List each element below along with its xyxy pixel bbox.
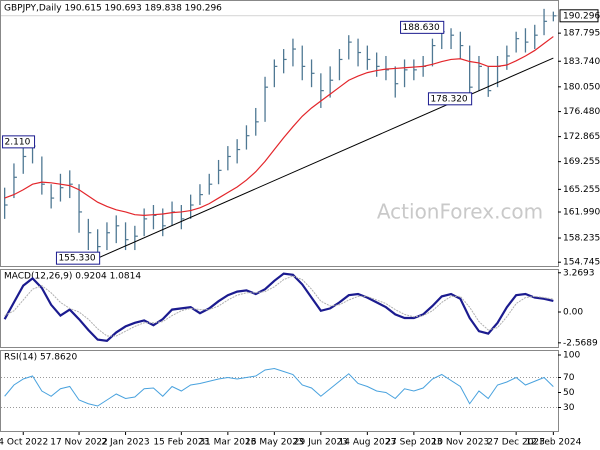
y-tick-label: 70 [563, 373, 575, 383]
x-tick-label: 27 Sep 2023 [385, 438, 442, 448]
y-tick-label: 100 [563, 351, 580, 361]
rsi-title: RSI(14) 57.8620 [4, 353, 77, 363]
line-series [4, 275, 554, 337]
x-tick-label: 16 May 2023 [245, 438, 304, 448]
y-tick-label: 3.2693 [563, 268, 595, 278]
rsi-panel [0, 350, 559, 432]
y-tick-label: 0.00 [563, 308, 583, 318]
y-tick-label: 183.740 [563, 57, 600, 67]
last-price-tag [559, 9, 599, 23]
price-panel [0, 0, 559, 267]
line-series [4, 367, 554, 407]
line-series [4, 36, 554, 217]
macd-panel [0, 269, 559, 348]
y-tick-label: 172.865 [563, 132, 600, 142]
x-tick-label: 15 Feb 2023 [153, 438, 209, 448]
annotation-label: 188.630 [403, 23, 440, 33]
y-tick-label: 154.745 [563, 258, 600, 268]
annotation-box [2, 135, 36, 149]
y-tick-label: 165.255 [563, 185, 600, 195]
y-tick-label: 187.795 [563, 29, 600, 39]
price-title: GBPJPY,Daily 190.615 190.693 189.838 190… [4, 4, 222, 14]
macd-title: MACD(12,26,9) 0.9204 1.0814 [4, 272, 141, 282]
y-tick-label: 176.480 [563, 107, 600, 117]
y-tick-label: 50 [563, 388, 575, 398]
x-tick-label: 17 Nov 2022 [50, 438, 108, 448]
annotation-label: 178.320 [430, 94, 467, 104]
y-tick-label: 169.255 [563, 157, 600, 167]
line-series [3, 272, 554, 342]
y-tick-label: -2.5689 [563, 338, 598, 348]
x-tick-label: 2 Jan 2023 [101, 438, 149, 448]
annotation-box [55, 251, 101, 265]
annotation-label: 2.110 [5, 137, 31, 147]
watermark: ActionForex.com [377, 200, 543, 224]
annotation-label: 155.330 [58, 254, 95, 264]
x-tick-label: 10 Nov 2023 [432, 438, 490, 448]
last-price-label: 190.296 [563, 11, 600, 21]
x-tick-label: 29 Jun 2023 [294, 438, 348, 448]
annotation-box [427, 92, 473, 106]
x-tick-label: 4 Oct 2022 [0, 438, 48, 448]
y-tick-label: 158.235 [563, 234, 600, 244]
x-tick-label: 31 Mar 2023 [199, 438, 256, 448]
y-tick-label: 161.990 [563, 208, 600, 218]
annotation-box [400, 20, 445, 34]
x-tick-label: 12 Feb 2024 [525, 438, 581, 448]
y-tick-label: 30 [563, 403, 575, 413]
x-tick-label: 14 Aug 2023 [339, 438, 397, 448]
trendline [97, 57, 554, 259]
x-tick-label: 27 Dec 2023 [487, 438, 545, 448]
y-tick-label: 180.050 [563, 82, 600, 92]
